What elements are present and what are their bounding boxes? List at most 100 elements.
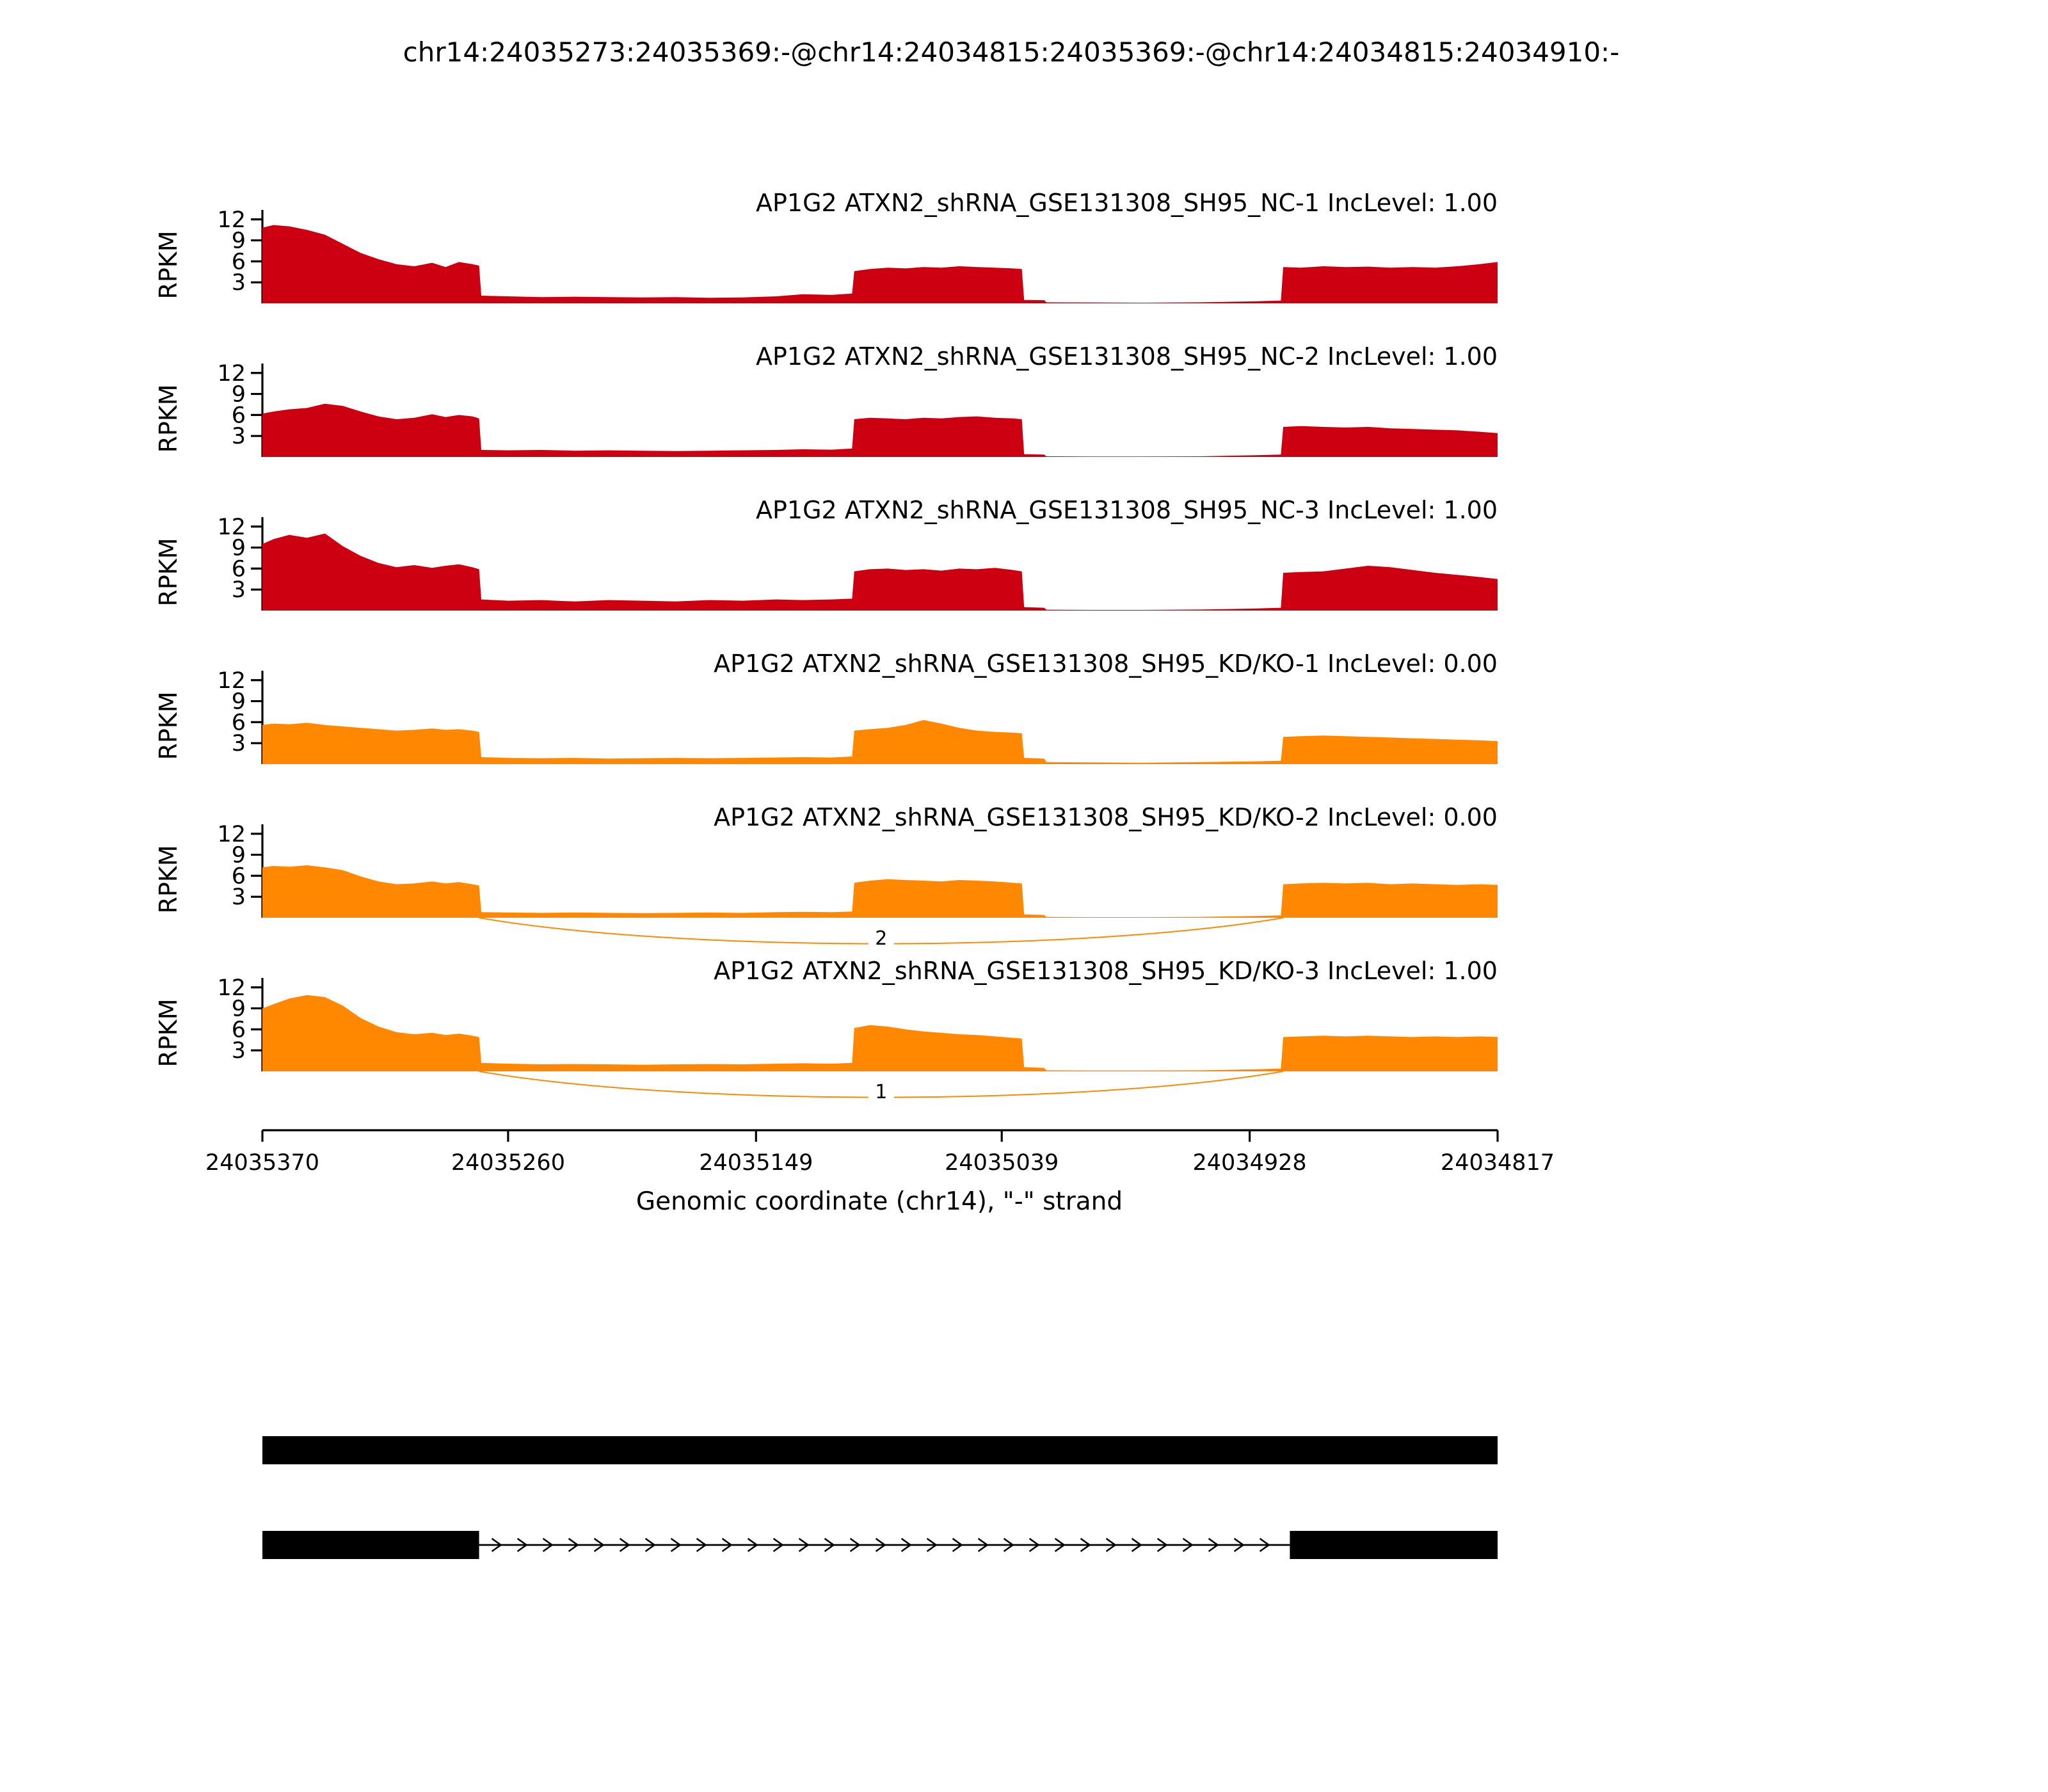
coverage-area: [262, 995, 1498, 1071]
y-tick-label: 6: [232, 556, 246, 582]
y-axis-title: RPKM: [154, 230, 182, 299]
coverage-tracks: AP1G2 ATXN2_shRNA_GSE131308_SH95_NC-1 In…: [154, 189, 1498, 1103]
isoform-1: [262, 1436, 1498, 1464]
strand-arrow-icon: [824, 1537, 835, 1553]
x-tick-label: 24035260: [451, 1150, 565, 1176]
figure-title: chr14:24035273:24035369:-@chr14:24034815…: [403, 36, 1620, 68]
strand-arrow-icon: [644, 1537, 656, 1553]
strand-arrow-icon: [1182, 1537, 1194, 1553]
strand-arrow-icon: [1105, 1537, 1117, 1553]
y-tick-label: 12: [217, 975, 246, 1001]
track-6: AP1G2 ATXN2_shRNA_GSE131308_SH95_KD/KO-3…: [154, 957, 1498, 1103]
y-axis-title: RPKM: [154, 845, 182, 913]
track-2: AP1G2 ATXN2_shRNA_GSE131308_SH95_NC-2 In…: [154, 342, 1498, 457]
strand-arrow-icon: [747, 1537, 758, 1553]
track-5: AP1G2 ATXN2_shRNA_GSE131308_SH95_KD/KO-2…: [154, 803, 1498, 950]
strand-arrow-icon: [670, 1537, 682, 1553]
x-tick-label: 24034817: [1441, 1150, 1555, 1176]
strand-arrow-icon: [1233, 1537, 1245, 1553]
x-tick-label: 24035149: [699, 1150, 813, 1176]
strand-arrow-icon: [849, 1537, 861, 1553]
strand-arrow-icon: [1156, 1537, 1168, 1553]
track-title: AP1G2 ATXN2_shRNA_GSE131308_SH95_NC-3 In…: [756, 496, 1498, 524]
track-3: AP1G2 ATXN2_shRNA_GSE131308_SH95_NC-3 In…: [154, 496, 1498, 611]
junction-count: 1: [875, 1081, 887, 1103]
y-tick-label: 12: [217, 207, 246, 233]
x-axis: 24035370 24035260 24035149 24035039 24034928…: [205, 1129, 1555, 1176]
track-title: AP1G2 ATXN2_shRNA_GSE131308_SH95_NC-2 In…: [756, 342, 1498, 371]
coverage-area: [262, 225, 1498, 303]
exon-bar: [262, 1436, 1498, 1464]
y-tick-label: 12: [217, 822, 246, 847]
strand-arrow-icon: [952, 1537, 963, 1553]
y-tick-label: 9: [232, 689, 246, 715]
coverage-area: [262, 865, 1498, 918]
x-tick-label: 24035370: [205, 1150, 319, 1176]
strand-arrow-icon: [977, 1537, 989, 1553]
y-tick-label: 3: [232, 731, 246, 756]
isoform-2: [262, 1531, 1498, 1559]
strand-arrow-icon: [516, 1537, 528, 1553]
y-tick-label: 6: [232, 710, 246, 735]
x-tick-label: 24035039: [945, 1150, 1059, 1176]
strand-arrow-icon: [568, 1537, 579, 1553]
strand-arrow-icon: [491, 1537, 502, 1553]
strand-arrow-icon: [593, 1537, 605, 1553]
y-tick-label: 3: [232, 577, 246, 603]
strand-arrow-icon: [875, 1537, 886, 1553]
y-tick-label: 6: [232, 249, 246, 275]
strand-arrow-icon: [900, 1537, 912, 1553]
strand-arrow-icon: [696, 1537, 707, 1553]
track-4: AP1G2 ATXN2_shRNA_GSE131308_SH95_KD/KO-1…: [154, 650, 1498, 764]
y-tick-label: 9: [232, 536, 246, 561]
strand-arrow-icon: [1028, 1537, 1040, 1553]
y-tick-label: 3: [232, 1038, 246, 1064]
coverage-area: [262, 720, 1498, 764]
gene-structure-annotation: [262, 1436, 1498, 1559]
strand-arrow-icon: [1259, 1537, 1270, 1553]
y-tick-label: 9: [232, 228, 246, 254]
y-tick-label: 3: [232, 884, 246, 910]
exon-bar: [1290, 1531, 1498, 1559]
track-1: AP1G2 ATXN2_shRNA_GSE131308_SH95_NC-1 In…: [154, 189, 1498, 303]
y-tick-label: 9: [232, 996, 246, 1022]
strand-arrow-icon: [1054, 1537, 1066, 1553]
y-tick-label: 6: [232, 863, 246, 889]
strand-arrow-icon: [772, 1537, 784, 1553]
y-axis-title: RPKM: [154, 538, 182, 606]
y-axis-title: RPKM: [154, 998, 182, 1067]
coverage-area: [262, 403, 1498, 457]
y-tick-label: 3: [232, 424, 246, 449]
strand-arrow-icon: [1003, 1537, 1014, 1553]
coverage-area: [262, 533, 1498, 611]
y-tick-label: 9: [232, 843, 246, 868]
strand-arrow-icon: [619, 1537, 630, 1553]
y-tick-label: 12: [217, 361, 246, 387]
exon-bar: [262, 1531, 479, 1559]
x-tick-label: 24034928: [1193, 1150, 1307, 1176]
strand-arrow-icon: [926, 1537, 938, 1553]
strand-arrow-icon: [542, 1537, 554, 1553]
track-title: AP1G2 ATXN2_shRNA_GSE131308_SH95_NC-1 In…: [756, 189, 1498, 217]
y-tick-label: 6: [232, 403, 246, 428]
y-tick-label: 12: [217, 668, 246, 694]
track-title: AP1G2 ATXN2_shRNA_GSE131308_SH95_KD/KO-2…: [714, 803, 1498, 831]
track-title: AP1G2 ATXN2_shRNA_GSE131308_SH95_KD/KO-1…: [714, 650, 1498, 678]
strand-arrow-icon: [1131, 1537, 1142, 1553]
strand-arrow-icon: [798, 1537, 810, 1553]
strand-arrow-icon: [1080, 1537, 1091, 1553]
y-axis-title: RPKM: [154, 691, 182, 760]
track-title: AP1G2 ATXN2_shRNA_GSE131308_SH95_KD/KO-3…: [714, 957, 1498, 985]
junction-count: 2: [875, 927, 887, 950]
x-axis-label: Genomic coordinate (chr14), "-" strand: [636, 1187, 1123, 1216]
y-tick-label: 9: [232, 382, 246, 408]
y-tick-label: 6: [232, 1017, 246, 1043]
y-tick-label: 12: [217, 515, 246, 540]
y-axis-title: RPKM: [154, 384, 182, 452]
junction-label-bg: [868, 927, 894, 948]
y-tick-label: 3: [232, 270, 246, 296]
strand-arrow-icon: [721, 1537, 733, 1553]
strand-arrow-icon: [1208, 1537, 1219, 1553]
